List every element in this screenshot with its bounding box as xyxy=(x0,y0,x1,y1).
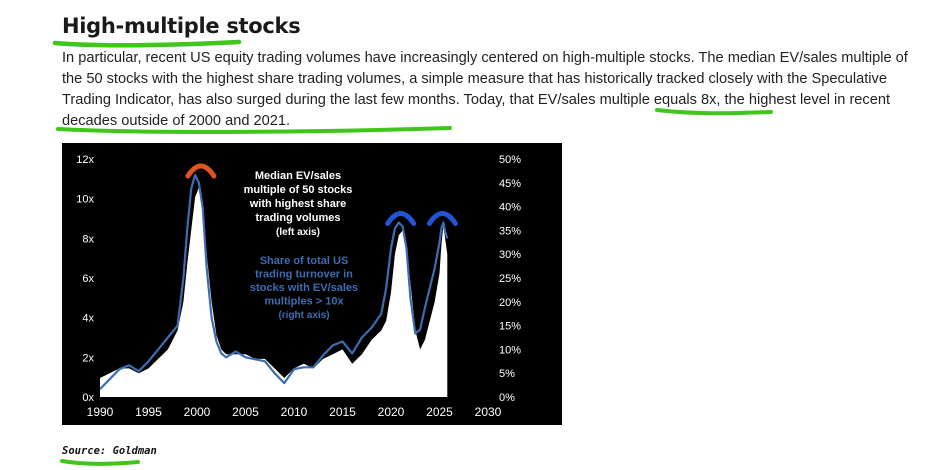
paragraph-text: In particular, recent US equity trading … xyxy=(62,50,908,108)
right-axis-tick-label: 15% xyxy=(499,321,521,333)
left-axis-tick-label: 12x xyxy=(76,154,94,166)
x-tick-label: 1990 xyxy=(87,405,114,419)
left-axis-tick-label: 6x xyxy=(82,273,94,285)
x-tick-label: 2010 xyxy=(281,405,308,419)
right-axis-tick-label: 30% xyxy=(499,249,521,261)
x-tick-label: 2030 xyxy=(475,405,502,419)
paragraph-text: equals 8x, the xyxy=(649,92,749,108)
heading-underline xyxy=(52,39,242,48)
right-axis-tick-label: 0% xyxy=(499,392,515,404)
left-axis-tick-label: 10x xyxy=(76,194,94,206)
right-axis-tick-label: 20% xyxy=(499,297,521,309)
right-axis-tick-label: 40% xyxy=(499,202,521,214)
right-axis-tick-label: 10% xyxy=(499,344,521,356)
x-tick-label: 2015 xyxy=(329,405,356,419)
article-paragraph: In particular, recent US equity trading … xyxy=(62,48,912,132)
left-axis-tick-label: 4x xyxy=(82,313,94,325)
section-heading: High-multiple stocks xyxy=(62,14,301,38)
series-share-turnover-area xyxy=(100,187,448,397)
right-axis-tick-label: 45% xyxy=(499,178,521,190)
right-axis-tick-label: 50% xyxy=(499,154,521,166)
highlight-arc-2025-peak xyxy=(426,211,458,226)
x-tick-label: 1995 xyxy=(135,405,162,419)
x-tick-label: 2000 xyxy=(184,405,211,419)
annotation-median-ev-sales: Median EV/sales multiple of 50 stocks with… xyxy=(244,170,353,238)
x-tick-label: 2020 xyxy=(378,405,405,419)
annotation-share-of-turnover: Share of total US trading turnover in stoc… xyxy=(250,255,358,321)
paragraph-text: . xyxy=(285,113,291,129)
right-axis-tick-label: 25% xyxy=(499,273,521,285)
highlighted-phrase-highest-level: highest level in recent decades outside … xyxy=(62,92,890,129)
left-axis-tick-label: 2x xyxy=(82,352,94,364)
x-tick-label: 2005 xyxy=(232,405,259,419)
chart: 1990 1995 2000 2005 2010 2015 2020 2025 2030 0x 2… xyxy=(62,143,562,425)
source-label: Source: Goldman xyxy=(62,445,157,457)
source-underline xyxy=(60,459,140,466)
highlight-arc-2000-peak xyxy=(185,163,217,179)
chart-panel: 1990 1995 2000 2005 2010 2015 2020 2025 2030 0x 2… xyxy=(62,143,562,425)
highlight-arc-2021-peak xyxy=(385,211,417,226)
series-median-ev-sales-line xyxy=(99,173,449,390)
left-axis-tick-label: 0x xyxy=(82,392,94,404)
right-axis-tick-label: 35% xyxy=(499,225,521,237)
right-axis-tick-label: 5% xyxy=(499,368,515,380)
left-axis-tick-label: 8x xyxy=(82,233,94,245)
x-tick-label: 2025 xyxy=(426,405,453,419)
highlighted-phrase-ev-sales: EV/sales multiple xyxy=(537,92,650,108)
